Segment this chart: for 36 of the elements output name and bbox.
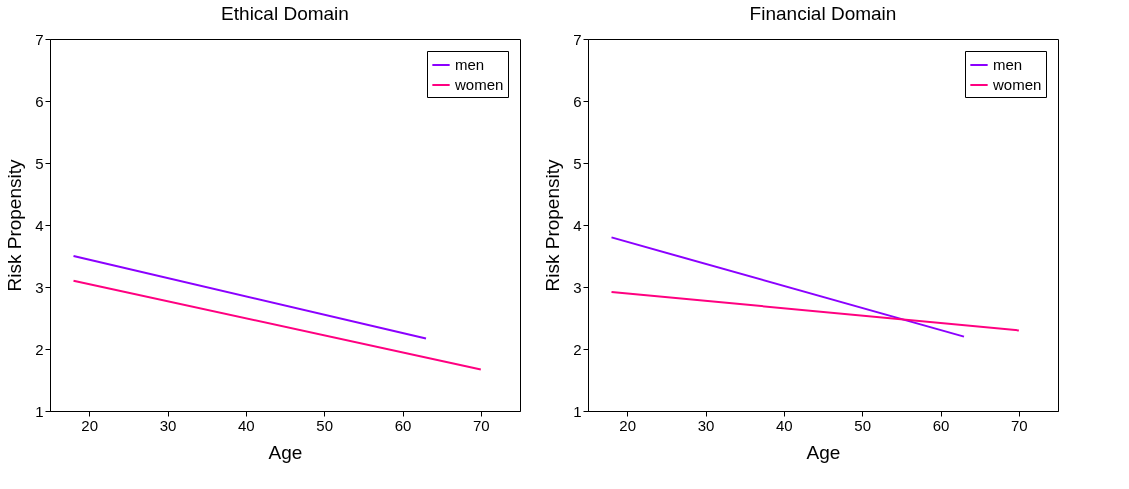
y-tick-label: 6 bbox=[35, 92, 44, 110]
x-tick-label: 60 bbox=[932, 416, 950, 434]
x-tick-label: 50 bbox=[854, 416, 872, 434]
y-tick-label: 7 bbox=[573, 30, 582, 48]
y-tick-label: 3 bbox=[573, 278, 582, 296]
x-tick-label: 70 bbox=[1010, 416, 1028, 434]
y-tick-label: 2 bbox=[35, 340, 44, 358]
x-tick-label: 60 bbox=[394, 416, 412, 434]
x-axis-title: Age bbox=[806, 441, 841, 463]
x-tick-label: 40 bbox=[237, 416, 255, 434]
legend-label: women bbox=[454, 76, 504, 93]
y-axis-title: Risk Propensity bbox=[542, 159, 564, 292]
y-tick-label: 4 bbox=[573, 216, 582, 234]
y-tick-label: 5 bbox=[35, 154, 44, 172]
y-tick-label: 7 bbox=[35, 30, 44, 48]
y-tick-label: 2 bbox=[573, 340, 582, 358]
chart-title: Financial Domain bbox=[749, 3, 897, 24]
y-tick-label: 3 bbox=[35, 278, 44, 296]
y-tick-label: 6 bbox=[573, 92, 582, 110]
chart-title: Ethical Domain bbox=[221, 3, 349, 24]
x-tick-label: 40 bbox=[775, 416, 793, 434]
x-tick-label: 20 bbox=[619, 416, 637, 434]
x-tick-label: 30 bbox=[159, 416, 177, 434]
x-tick-label: 50 bbox=[316, 416, 334, 434]
y-axis-title: Risk Propensity bbox=[4, 159, 26, 292]
y-tick-label: 1 bbox=[35, 402, 44, 420]
legend-label: men bbox=[455, 56, 485, 73]
x-tick-label: 20 bbox=[81, 416, 99, 434]
x-tick-label: 70 bbox=[472, 416, 490, 434]
x-axis-title: Age bbox=[268, 441, 303, 463]
y-tick-label: 4 bbox=[35, 216, 44, 234]
x-tick-label: 30 bbox=[697, 416, 715, 434]
y-tick-label: 1 bbox=[573, 402, 582, 420]
legend-label: women bbox=[992, 76, 1042, 93]
y-tick-label: 5 bbox=[573, 154, 582, 172]
legend-label: men bbox=[993, 56, 1023, 73]
